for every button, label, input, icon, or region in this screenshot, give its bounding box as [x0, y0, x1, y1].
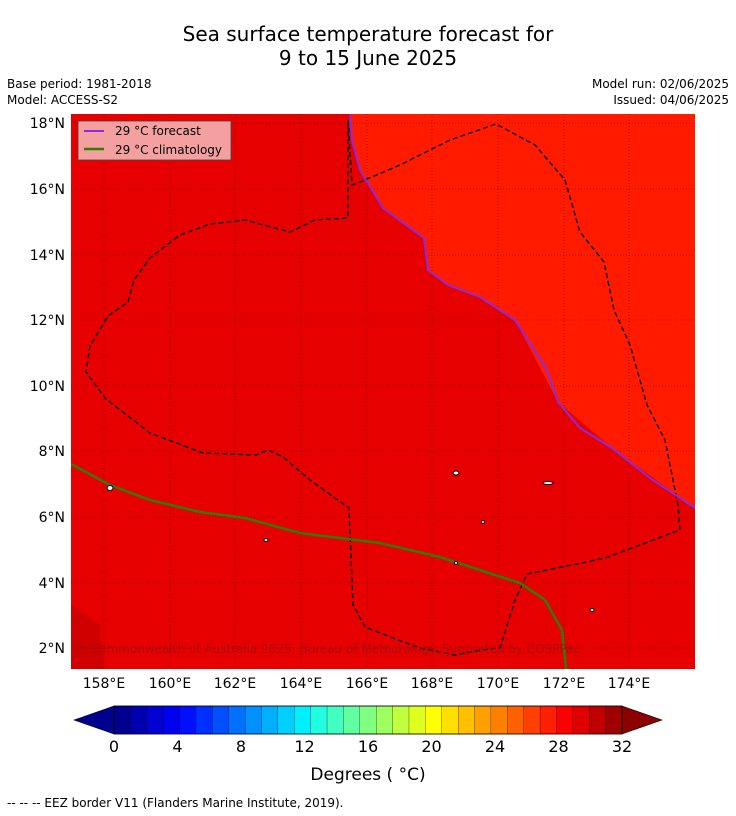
latitude-labels: 18°N 16°N 14°N 12°N 10°N 8°N 6°N 4°N 2°N — [30, 116, 65, 657]
model-name: Model: ACCESS-S2 — [7, 93, 119, 107]
lat-label: 2°N — [39, 641, 65, 657]
colorbar-tick: 24 — [485, 737, 505, 756]
lon-label: 174°E — [608, 676, 651, 692]
forecast-29c-line — [349, 114, 695, 509]
chart-title-line1: Sea surface temperature forecast for — [182, 22, 554, 46]
model-run: Model run: 02/06/2025 — [591, 77, 729, 91]
longitude-labels: 158°E 160°E 162°E 164°E 166°E 168°E 170°… — [83, 676, 651, 692]
lon-label: 168°E — [411, 676, 454, 692]
colorbar-cell — [539, 705, 557, 735]
colorbar-cell — [490, 705, 508, 735]
colorbar-cell — [113, 705, 131, 735]
colorbar-cell — [277, 705, 295, 735]
colorbar-cell — [441, 705, 459, 735]
colorbar-cell — [392, 705, 410, 735]
colorbar-tick: 28 — [548, 737, 568, 756]
sst-region-27-28 — [71, 605, 104, 669]
colorbar-cell — [425, 705, 443, 735]
islands — [106, 470, 595, 612]
colorbar-cell — [376, 705, 394, 735]
colorbar-tick: 20 — [421, 737, 441, 756]
lat-label: 16°N — [30, 182, 65, 198]
colorbar-cell — [556, 705, 574, 735]
issued-date: Issued: 04/06/2025 — [613, 93, 729, 107]
lon-label: 162°E — [214, 676, 257, 692]
climatology-29c-line — [71, 462, 568, 669]
colorbar-cell — [605, 705, 623, 735]
colorbar-max-arrow — [621, 705, 663, 735]
colorbar-cell — [457, 705, 476, 735]
lat-label: 8°N — [39, 444, 65, 460]
eez-footnote: -- -- -- EEZ border V11 (Flanders Marine… — [7, 796, 344, 810]
lon-label: 158°E — [83, 676, 126, 692]
colorbar-tick: 16 — [358, 737, 378, 756]
copyright-text: © Commonwealth of Australia 2025, Bureau… — [75, 642, 580, 656]
sst-region-29-30 — [350, 114, 695, 508]
lon-label: 170°E — [477, 676, 520, 692]
colorbar-cell — [212, 705, 230, 735]
colorbar-ticks: 0 4 8 12 16 20 24 28 32 — [109, 737, 632, 756]
colorbar-tick: 8 — [236, 737, 246, 756]
lat-label: 12°N — [30, 313, 65, 329]
lon-label: 160°E — [149, 676, 192, 692]
colorbar-cell — [261, 705, 279, 735]
colorbar-label: Degrees ( °C) — [310, 765, 425, 785]
lat-label: 4°N — [39, 576, 65, 592]
chart-title-line2: 9 to 15 June 2025 — [278, 46, 458, 70]
lon-label: 164°E — [280, 676, 323, 692]
colorbar-cell — [474, 705, 492, 735]
lon-label: 172°E — [543, 676, 586, 692]
colorbar-cell — [343, 705, 361, 735]
lat-label: 6°N — [39, 510, 65, 526]
colorbar-cell — [146, 705, 164, 735]
colorbar-cell — [228, 705, 246, 735]
colorbar-cell — [179, 705, 197, 735]
colorbar-cell — [130, 705, 148, 735]
lat-label: 14°N — [30, 248, 65, 264]
legend-forecast-label: 29 °C forecast — [115, 124, 201, 138]
colorbar-cell — [326, 705, 344, 735]
lon-label: 166°E — [346, 676, 389, 692]
lat-label: 10°N — [30, 379, 65, 395]
colorbar-cell — [523, 705, 541, 735]
colorbar-cell — [310, 705, 328, 735]
map-legend: 29 °C forecast 29 °C climatology — [77, 120, 232, 161]
colorbar-cell — [359, 705, 377, 735]
colorbar-cell — [294, 705, 312, 735]
legend-climatology-label: 29 °C climatology — [115, 143, 222, 157]
base-period: Base period: 1981-2018 — [7, 77, 152, 91]
colorbar-cell — [408, 705, 426, 735]
lat-label: 18°N — [30, 116, 65, 132]
colorbar-cell — [163, 705, 181, 735]
colorbar-tick: 0 — [109, 737, 119, 756]
colorbar-cell — [507, 705, 525, 735]
colorbar-min-arrow — [73, 705, 115, 735]
colorbar-cell — [589, 705, 607, 735]
colorbar-tick: 12 — [294, 737, 314, 756]
colorbar-tick: 32 — [612, 737, 632, 756]
colorbar: 0 4 8 12 16 20 24 28 32 Degrees ( °C) — [73, 705, 663, 785]
colorbar-cell — [244, 705, 263, 735]
colorbar-cell — [195, 705, 213, 735]
colorbar-cell — [572, 705, 590, 735]
colorbar-tick: 4 — [172, 737, 182, 756]
colorbar-frame — [113, 705, 623, 735]
map-area: © Commonwealth of Australia 2025, Bureau… — [71, 114, 695, 669]
